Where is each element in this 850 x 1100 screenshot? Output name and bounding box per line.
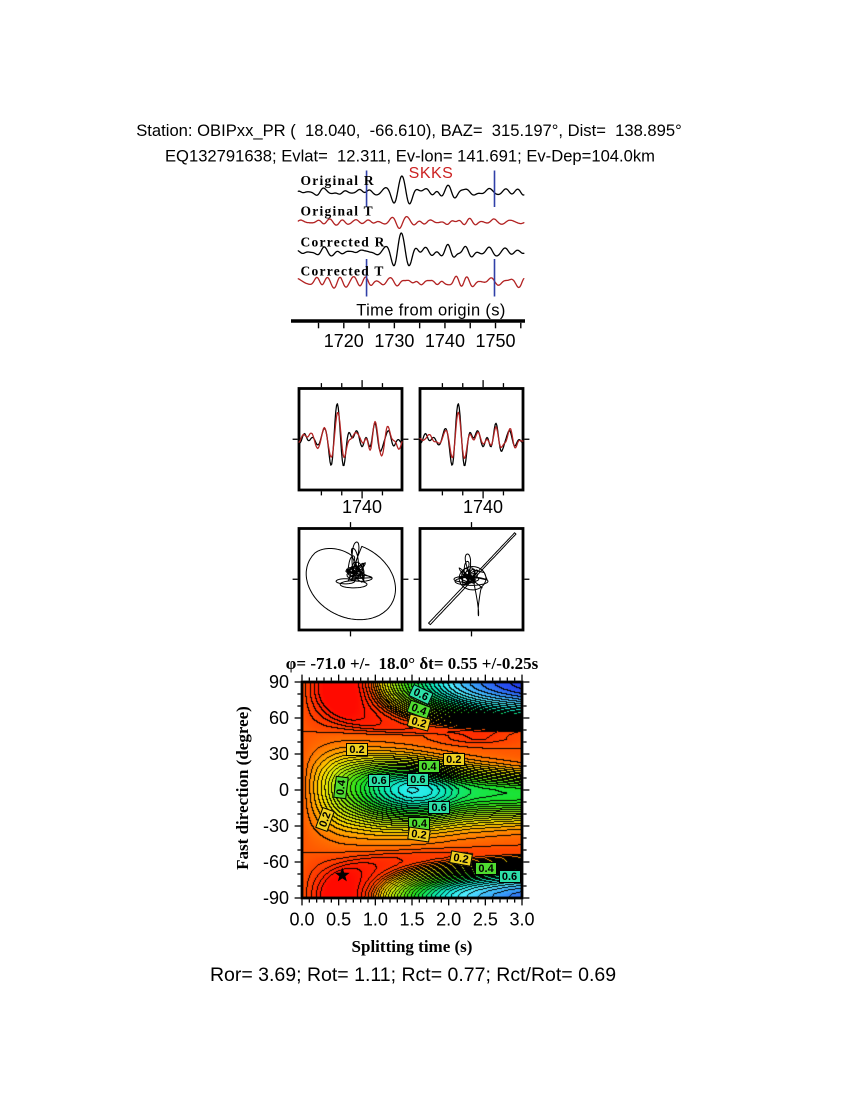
phase-label-skks: SKKS — [409, 165, 454, 182]
contour-level-label: 0.4 — [417, 760, 440, 774]
contour-xtick-1.0: 1.0 — [363, 910, 388, 930]
contour-level-label: 0.2 — [442, 753, 465, 767]
contour-xtick-3.0: 3.0 — [509, 910, 534, 930]
contour-xtick-1.5: 1.5 — [399, 910, 424, 930]
trace-corrected-t-waveform — [297, 275, 525, 289]
contour-xtick-2.5: 2.5 — [473, 910, 498, 930]
panel-frame — [418, 387, 525, 492]
contour-ytick--30: -30 — [263, 816, 289, 836]
time-tick-label-1740: 1740 — [425, 331, 465, 351]
quality-stats: Ror= 3.69; Rot= 1.11; Rct= 0.77; Rct/Rot… — [210, 964, 616, 986]
window-fast-component-trace — [298, 403, 403, 467]
panel-frame — [418, 527, 525, 632]
contour-ylabel: Fast direction (degree) — [233, 706, 252, 870]
trace-label-corrected-t: Corrected T — [301, 264, 385, 279]
figure-title-line2: EQ132791638; Evlat= 12.311, Ev-lon= 141.… — [165, 147, 655, 166]
contour-level-label: 0.6 — [428, 801, 451, 815]
window-box2-tick-label: 1740 — [463, 497, 503, 517]
window-fast-component-trace — [419, 403, 524, 467]
contour-plot-frame — [300, 680, 524, 900]
contour-xtick-0.0: 0.0 — [289, 910, 314, 930]
panel-frame — [297, 387, 404, 492]
window-box1-tick-label: 1740 — [342, 497, 382, 517]
contour-ytick-60: 60 — [269, 708, 289, 728]
contour-ytick-90: 90 — [269, 672, 289, 692]
contour-xlabel: Splitting time (s) — [352, 937, 473, 956]
trace-original-r-waveform — [297, 175, 525, 205]
trace-label-corrected-r: Corrected R — [301, 235, 386, 250]
contour-xtick-0.5: 0.5 — [326, 910, 351, 930]
contour-ytick-0: 0 — [279, 780, 289, 800]
contour-ytick--90: -90 — [263, 888, 289, 908]
contour-title: φ= -71.0 +/- 18.0° δt= 0.55 +/-0.25s — [286, 654, 539, 673]
contour-level-label: 0.4 — [475, 861, 498, 875]
figure-title-line1: Station: OBIPxx_PR ( 18.040, -66.610), B… — [136, 121, 682, 140]
trace-label-original-t: Original T — [301, 204, 374, 219]
window-slow-component-trace — [419, 411, 524, 460]
particle-motion-path — [305, 541, 397, 621]
trace-original-t-waveform — [297, 215, 525, 230]
contour-ytick-30: 30 — [269, 744, 289, 764]
time-tick-label-1720: 1720 — [324, 331, 364, 351]
time-tick-label-1730: 1730 — [374, 331, 414, 351]
contour-level-label: 0.4 — [333, 775, 349, 800]
best-fit-star-marker — [335, 867, 350, 882]
window-slow-component-trace — [298, 411, 403, 458]
contour-ytick--60: -60 — [263, 852, 289, 872]
particle-motion-path — [428, 532, 517, 626]
time-tick-label-1750: 1750 — [475, 331, 515, 351]
trace-label-original-r: Original R — [301, 173, 375, 188]
contour-xtick-2.0: 2.0 — [436, 910, 461, 930]
time-axis-label: Time from origin (s) — [356, 302, 505, 320]
contour-level-label: 0.2 — [346, 742, 368, 756]
contour-level-label: 0.6 — [368, 774, 390, 788]
trace-corrected-r-waveform — [297, 232, 525, 267]
contour-level-label: 0.6 — [406, 772, 429, 786]
panel-frame — [297, 527, 404, 632]
contour-level-label: 0.6 — [498, 870, 521, 884]
